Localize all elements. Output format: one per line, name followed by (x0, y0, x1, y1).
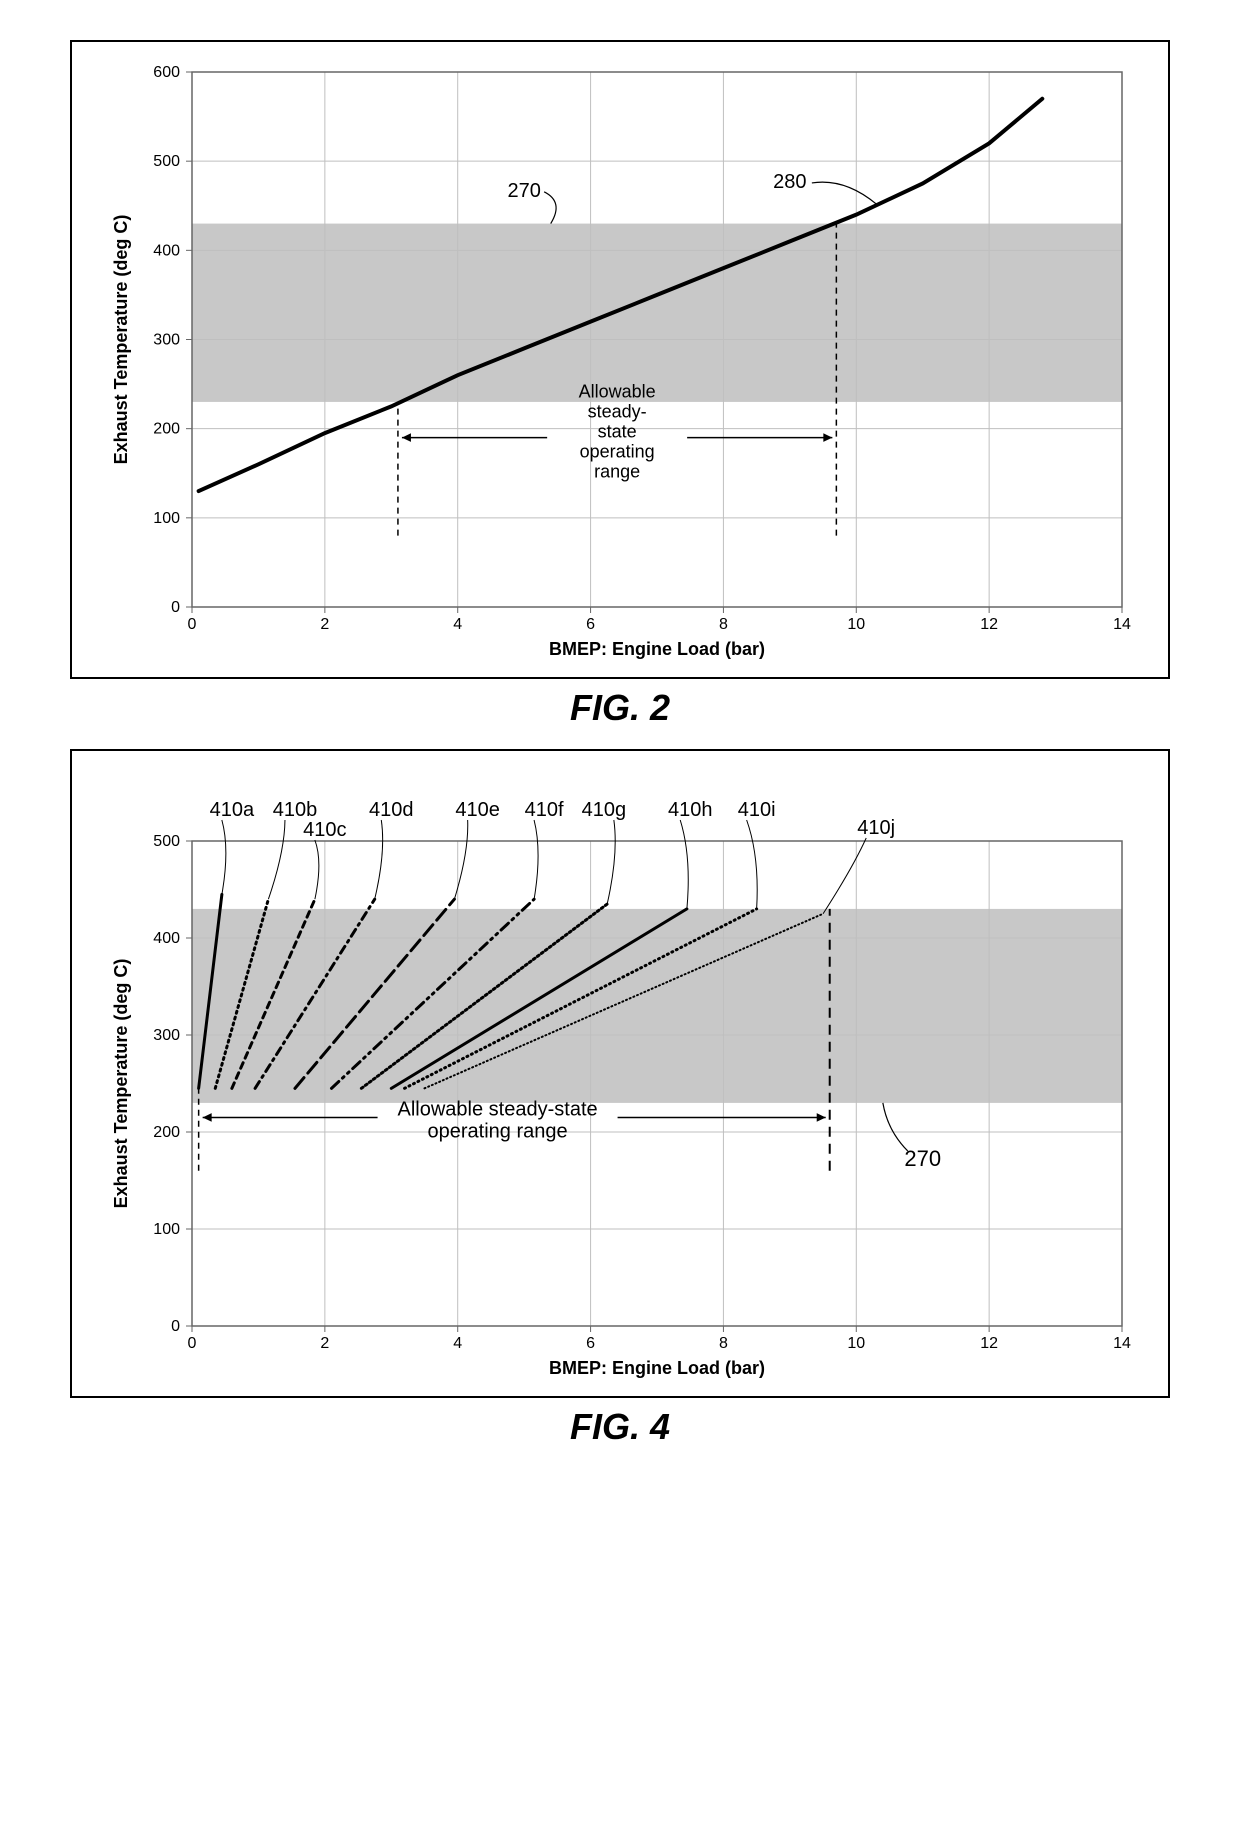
svg-text:400: 400 (153, 930, 180, 947)
svg-text:state: state (598, 422, 637, 442)
svg-text:2: 2 (320, 616, 329, 633)
svg-text:0: 0 (188, 1335, 197, 1352)
svg-text:270: 270 (904, 1146, 941, 1171)
svg-text:410d: 410d (369, 799, 414, 821)
svg-text:12: 12 (980, 616, 998, 633)
figure-2-title: FIG. 2 (70, 687, 1170, 729)
svg-text:6: 6 (586, 1335, 595, 1352)
svg-text:14: 14 (1113, 616, 1131, 633)
svg-text:steady-: steady- (588, 402, 647, 422)
figure-4-frame: 0 2 4 6 8 10 12 14 0 100 200 300 400 500 BMEP: Engine … (70, 749, 1170, 1398)
svg-text:500: 500 (153, 153, 180, 170)
figure-2-chart: 0 2 4 6 8 10 12 14 0 100 200 300 400 500 600 BMEP: Engi… (82, 52, 1142, 672)
svg-text:400: 400 (153, 242, 180, 259)
svg-text:2: 2 (320, 1335, 329, 1352)
svg-text:10: 10 (847, 616, 865, 633)
svg-text:0: 0 (171, 599, 180, 616)
figure-2-frame: 0 2 4 6 8 10 12 14 0 100 200 300 400 500 600 BMEP: Engi… (70, 40, 1170, 679)
svg-text:range: range (594, 462, 640, 482)
svg-text:BMEP: Engine Load (bar): BMEP: Engine Load (bar) (549, 1358, 765, 1378)
svg-text:10: 10 (847, 1335, 865, 1352)
svg-text:300: 300 (153, 1027, 180, 1044)
svg-text:410f: 410f (525, 799, 564, 821)
svg-text:500: 500 (153, 833, 180, 850)
svg-text:410c: 410c (303, 819, 346, 841)
svg-text:410e: 410e (455, 799, 500, 821)
svg-text:410b: 410b (273, 799, 318, 821)
svg-text:280: 280 (773, 171, 806, 193)
svg-text:100: 100 (153, 510, 180, 527)
svg-text:410j: 410j (857, 817, 895, 839)
svg-text:0: 0 (171, 1318, 180, 1335)
figure-4-title: FIG. 4 (70, 1406, 1170, 1448)
svg-text:operating range: operating range (428, 1120, 568, 1142)
svg-text:100: 100 (153, 1221, 180, 1238)
svg-text:6: 6 (586, 616, 595, 633)
svg-text:410i: 410i (738, 799, 776, 821)
svg-text:Allowable steady-state: Allowable steady-state (398, 1098, 598, 1120)
svg-text:0: 0 (188, 616, 197, 633)
svg-text:12: 12 (980, 1335, 998, 1352)
figure-2-container: 0 2 4 6 8 10 12 14 0 100 200 300 400 500 600 BMEP: Engi… (70, 40, 1170, 729)
svg-text:410g: 410g (582, 799, 627, 821)
svg-text:270: 270 (507, 180, 540, 202)
svg-text:410a: 410a (210, 799, 255, 821)
svg-text:14: 14 (1113, 1335, 1131, 1352)
svg-text:8: 8 (719, 1335, 728, 1352)
svg-text:Exhaust Temperature (deg C): Exhaust Temperature (deg C) (111, 215, 131, 465)
svg-text:Allowable: Allowable (579, 382, 656, 402)
svg-text:BMEP: Engine Load (bar): BMEP: Engine Load (bar) (549, 639, 765, 659)
svg-text:410h: 410h (668, 799, 713, 821)
svg-text:8: 8 (719, 616, 728, 633)
svg-text:Exhaust Temperature (deg C): Exhaust Temperature (deg C) (111, 959, 131, 1209)
svg-text:300: 300 (153, 332, 180, 349)
svg-text:4: 4 (453, 616, 462, 633)
svg-text:200: 200 (153, 421, 180, 438)
svg-text:200: 200 (153, 1124, 180, 1141)
svg-text:4: 4 (453, 1335, 462, 1352)
svg-text:600: 600 (153, 64, 180, 81)
svg-text:operating: operating (580, 442, 655, 462)
figure-4-container: 0 2 4 6 8 10 12 14 0 100 200 300 400 500 BMEP: Engine … (70, 749, 1170, 1448)
figure-4-chart: 0 2 4 6 8 10 12 14 0 100 200 300 400 500 BMEP: Engine … (82, 761, 1142, 1391)
